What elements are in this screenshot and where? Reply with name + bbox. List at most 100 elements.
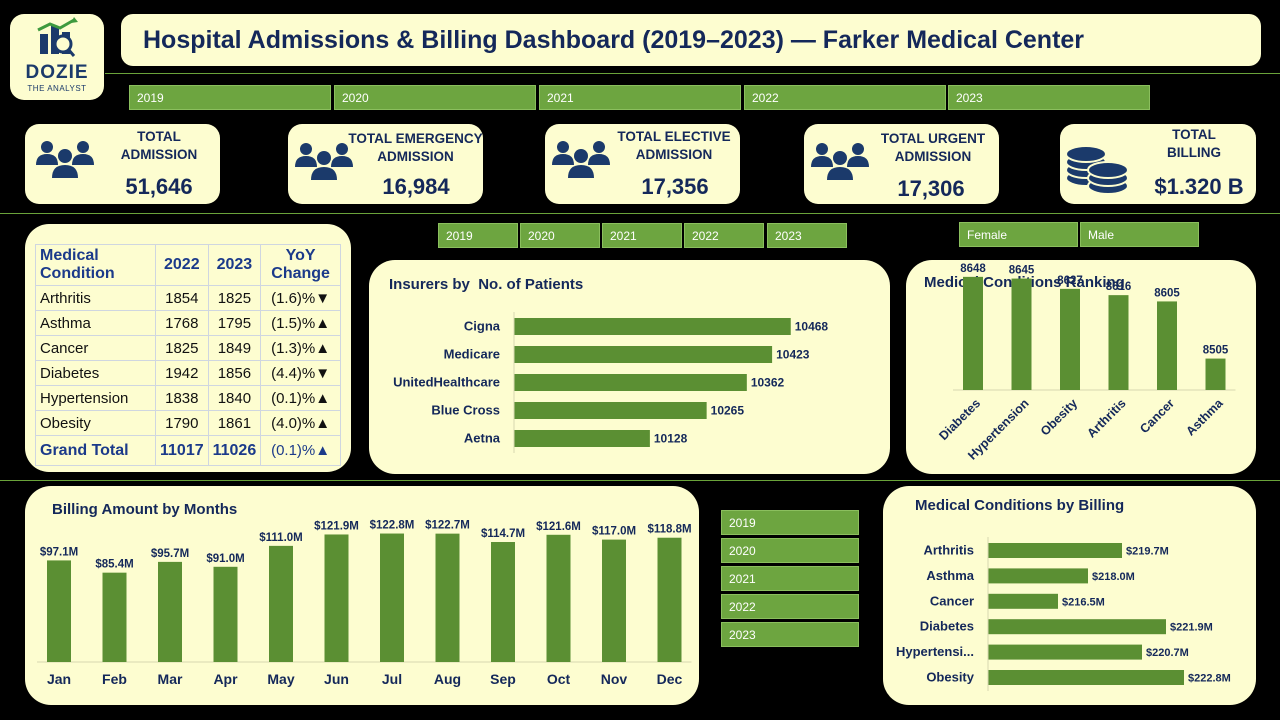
bar: [102, 572, 127, 662]
kpi-title: TOTAL URGENT ADMISSION: [880, 131, 986, 164]
bar: [324, 534, 349, 662]
slicer-side-2022[interactable]: 2022: [721, 594, 859, 619]
bar: [988, 593, 1058, 609]
table-cell: Obesity: [35, 410, 156, 436]
ranking-chart-card: Medical Conditions Ranking 8648Diabetes8…: [906, 260, 1256, 474]
kpi-urgent-admission: TOTAL URGENT ADMISSION 17,306: [804, 124, 999, 204]
table-header: 2022: [155, 244, 209, 286]
billing-months-card: Billing Amount by Months $97.1M Jan $85.4M…: [25, 486, 699, 705]
bar: [1205, 358, 1226, 390]
kpi-value: 16,984: [382, 174, 450, 199]
insurers-chart: Cigna 10468 Medicare 10423 UnitedHealthcare 1…: [393, 312, 828, 453]
data-label: $222.8M: [1188, 673, 1231, 685]
chart-title: Billing Amount by Months: [52, 501, 238, 518]
category-label: Nov: [601, 671, 628, 687]
table-cell: 11017: [155, 435, 209, 466]
billing-months-chart: $97.1M Jan $85.4M Feb $95.7M Mar $91.0M Apr $111…: [37, 520, 692, 687]
data-label: $221.9M: [1170, 622, 1213, 634]
data-label: $216.5M: [1062, 596, 1105, 608]
table-cell: Diabetes: [35, 360, 156, 386]
category-label: Obesity: [1038, 396, 1080, 438]
slicer-side-2020[interactable]: 2020: [721, 538, 859, 563]
table-row: Hypertension 1838 1840 (0.1)%▲: [35, 385, 341, 411]
table-cell: (1.3)%▲: [260, 335, 341, 361]
data-label: 10423: [776, 348, 810, 362]
data-label: $219.7M: [1126, 546, 1169, 558]
bar: [988, 619, 1166, 635]
table-cell: (1.5)%▲: [260, 310, 341, 336]
kpi-elective-admission: TOTAL ELECTIVE ADMISSION 17,356: [545, 124, 740, 204]
category-label: Asthma: [926, 568, 974, 583]
category-label: May: [267, 671, 294, 687]
kpi-title: TOTAL ELECTIVE ADMISSION: [617, 129, 731, 162]
coins-icon: [1065, 145, 1129, 195]
data-label: $111.0M: [259, 532, 302, 544]
data-label: $114.7M: [481, 528, 525, 540]
slicer-top-2020[interactable]: 2020: [334, 85, 536, 110]
category-label: Dec: [657, 671, 683, 687]
bar: [213, 566, 238, 662]
title-card: Hospital Admissions & Billing Dashboard …: [121, 14, 1261, 66]
slicer-female[interactable]: Female: [959, 222, 1078, 247]
kpi-emergency-admission: TOTAL EMERGENCY ADMISSION 16,984: [288, 124, 483, 204]
bar: [269, 545, 293, 662]
data-label: 10265: [711, 404, 745, 418]
logo-card: DOZIE THE ANALYST: [10, 14, 104, 100]
slicer-top-2019[interactable]: 2019: [129, 85, 331, 110]
category-label: Arthritis: [923, 543, 974, 558]
slicer-male[interactable]: Male: [1080, 222, 1199, 247]
table-row: Cancer 1825 1849 (1.3)%▲: [35, 335, 341, 361]
table-header-row: Medical Condition 2022 2023 YoY Change: [35, 244, 341, 286]
chart-title: Insurers by No. of Patients: [389, 276, 584, 293]
table-cell: 1768: [155, 310, 209, 336]
data-label: 8605: [1154, 287, 1180, 299]
data-label: 10362: [751, 376, 785, 390]
data-label: $118.8M: [647, 524, 691, 536]
data-label: 8505: [1203, 345, 1229, 357]
slicer-top-2022[interactable]: 2022: [744, 85, 946, 110]
table-cell: (4.4)%▼: [260, 360, 341, 386]
bar: [380, 533, 404, 662]
category-label: Aetna: [464, 431, 501, 446]
table-header: 2023: [207, 244, 262, 286]
category-label: Jul: [382, 671, 402, 687]
ranking-chart: 8648Diabetes8645Hypertension8627Obesity8…: [936, 263, 1236, 463]
slicer-mid-2023[interactable]: 2023: [767, 223, 847, 248]
slicer-side-2023[interactable]: 2023: [721, 622, 859, 647]
slicer-side-2021[interactable]: 2021: [721, 566, 859, 591]
bar: [514, 430, 650, 447]
table-cell: (0.1)%▲: [260, 385, 341, 411]
category-label: Obesity: [926, 670, 974, 685]
bar: [988, 644, 1142, 660]
bar: [435, 533, 460, 662]
category-label: Diabetes: [920, 619, 974, 634]
slicer-mid-2022[interactable]: 2022: [684, 223, 764, 248]
table-cell: (0.1)%▲: [260, 435, 341, 466]
category-label: Medicare: [444, 347, 500, 362]
bar: [514, 402, 707, 419]
divider-mid: [0, 213, 1280, 214]
table-header: Medical Condition: [35, 244, 156, 286]
slicer-side-2019[interactable]: 2019: [721, 510, 859, 535]
slicer-mid-2020[interactable]: 2020: [520, 223, 600, 248]
table-row: Obesity 1790 1861 (4.0)%▲: [35, 410, 341, 436]
slicer-mid-2021[interactable]: 2021: [602, 223, 682, 248]
bar: [546, 534, 571, 662]
slicer-mid-2019[interactable]: 2019: [438, 223, 518, 248]
table-cell: 1838: [155, 385, 209, 411]
bar: [1157, 301, 1177, 390]
bar: [602, 539, 626, 662]
data-label: $220.7M: [1146, 647, 1189, 659]
category-label: Diabetes: [936, 396, 983, 443]
kpi-value: 51,646: [125, 174, 193, 199]
table-cell: 1790: [155, 410, 209, 436]
kpi-title: TOTAL BILLING: [1167, 127, 1221, 160]
data-label: 10128: [654, 432, 688, 446]
bar: [514, 318, 791, 335]
table-cell: 1942: [155, 360, 209, 386]
slicer-top-2021[interactable]: 2021: [539, 85, 741, 110]
table-cell: 1854: [155, 285, 209, 311]
table-row: Asthma 1768 1795 (1.5)%▲: [35, 310, 341, 336]
slicer-top-2023[interactable]: 2023: [948, 85, 1150, 110]
bar: [47, 560, 71, 662]
